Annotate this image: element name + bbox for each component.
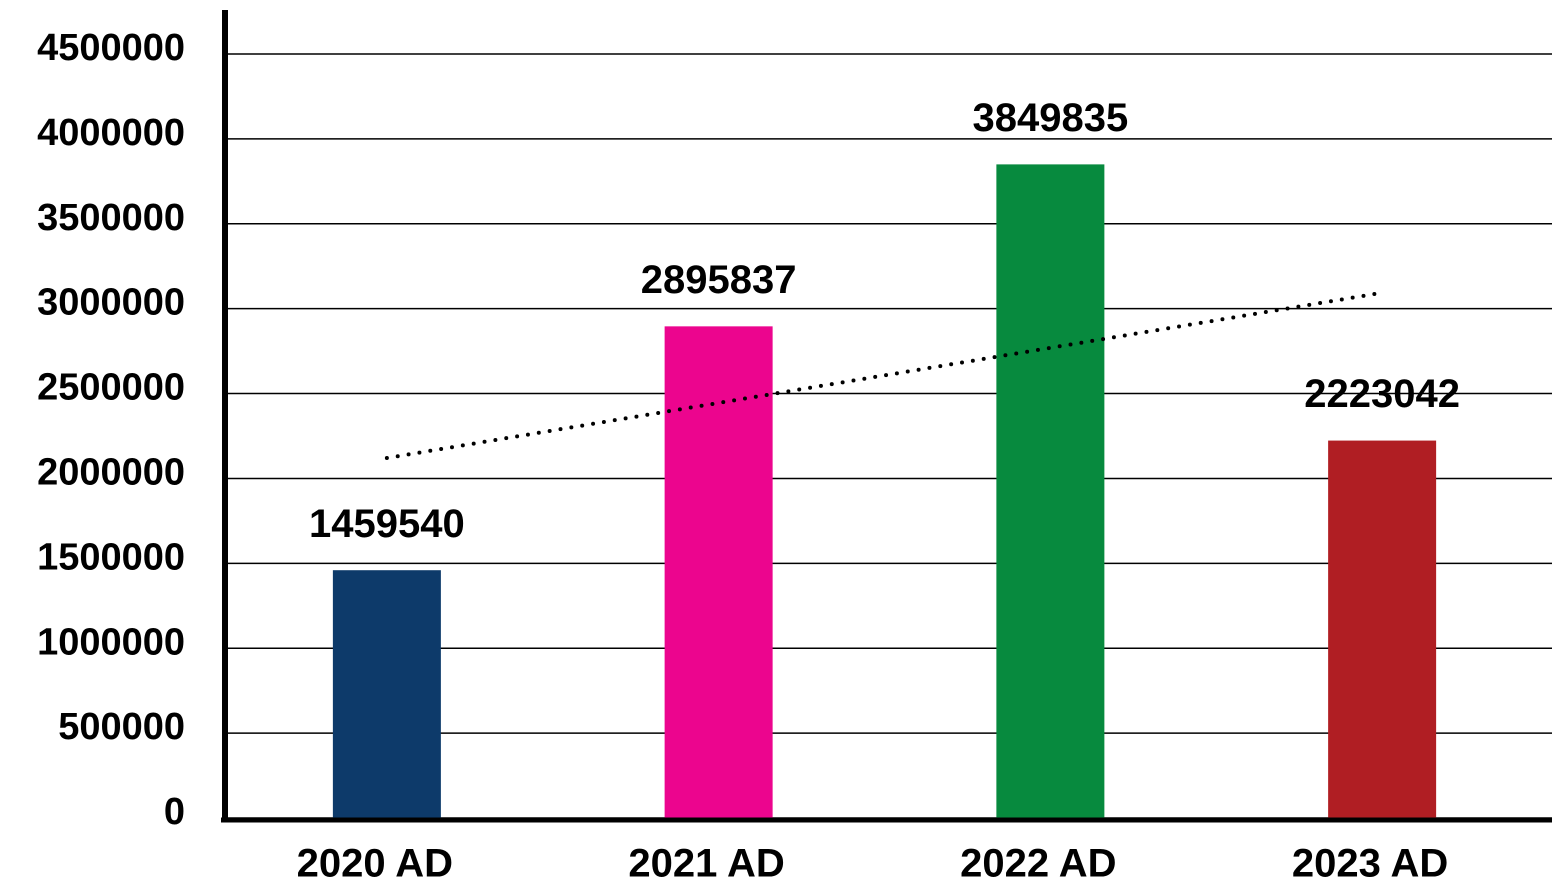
y-tick-label: 4000000: [37, 112, 185, 154]
bar: [332, 570, 441, 818]
bar: [1328, 440, 1437, 818]
x-tick-label: 2023 AD: [1292, 842, 1448, 886]
x-tick-label: 2021 AD: [628, 842, 784, 886]
y-tick-label: 2500000: [37, 367, 185, 409]
y-tick-label: 1500000: [37, 536, 185, 578]
y-tick-label: 0: [164, 791, 185, 833]
y-tick-label: 1000000: [37, 621, 185, 663]
value-label: 1459540: [309, 502, 465, 546]
y-tick-label: 4500000: [37, 27, 185, 69]
value-label: 3849835: [973, 96, 1129, 140]
y-tick-label: 3500000: [37, 197, 185, 239]
y-tick-label: 500000: [58, 706, 185, 748]
bar: [996, 164, 1105, 819]
x-tick-label: 2022 AD: [960, 842, 1116, 886]
x-tick-label: 2020 AD: [297, 842, 453, 886]
value-label: 2223042: [1304, 372, 1460, 416]
bar: [664, 326, 773, 818]
value-label: 2895837: [641, 258, 797, 302]
y-tick-label: 3000000: [37, 282, 185, 324]
trendline: [384, 290, 1385, 461]
y-tick-label: 2000000: [37, 451, 185, 493]
